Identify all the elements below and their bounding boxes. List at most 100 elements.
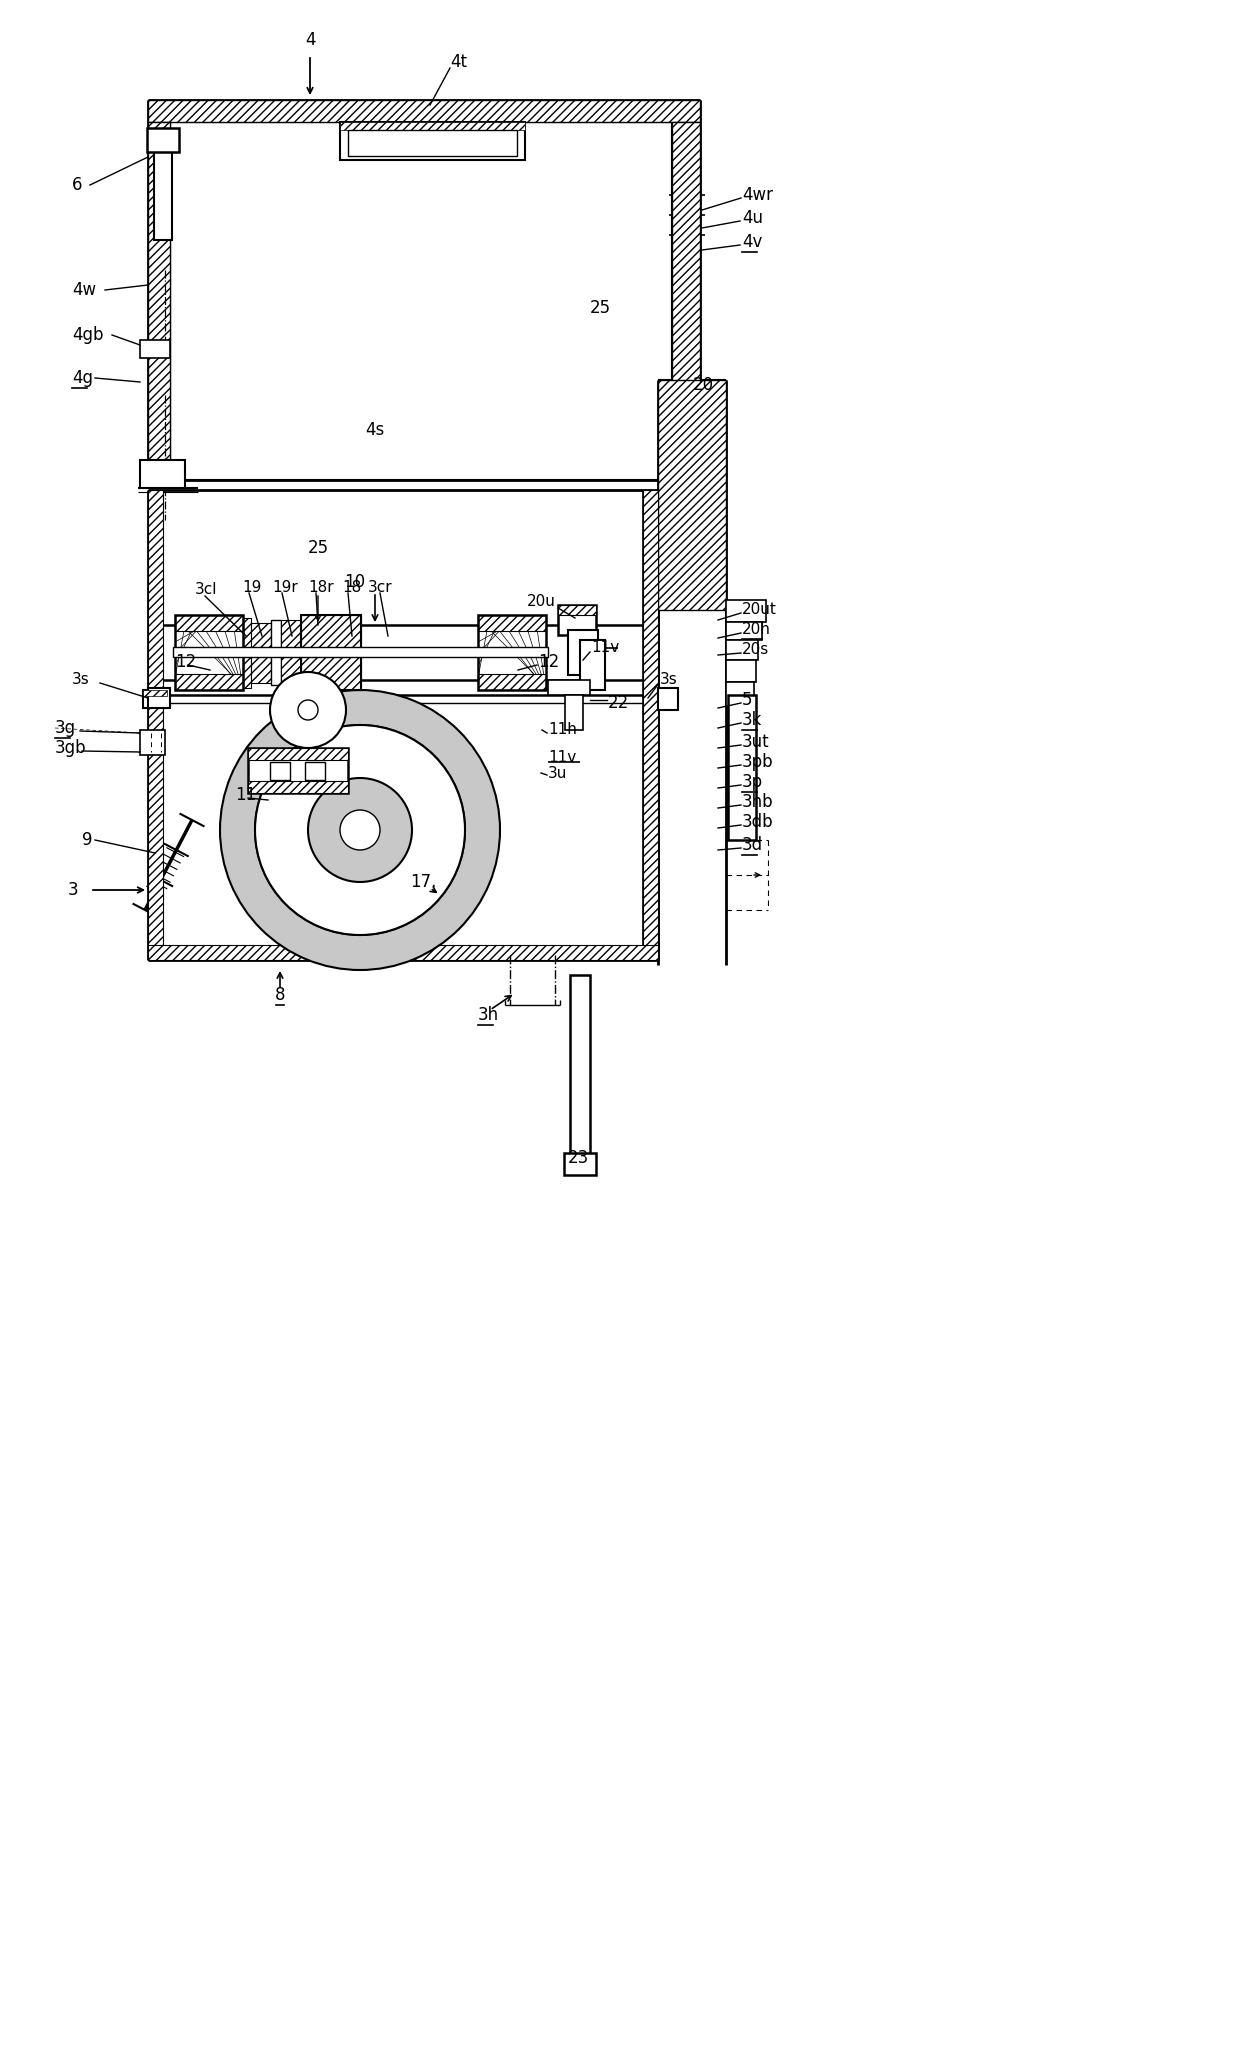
Bar (568, 629, 598, 674)
Bar (348, 129, 517, 156)
Bar (248, 748, 348, 793)
Text: 22: 22 (608, 695, 629, 711)
Text: 4u: 4u (742, 209, 763, 228)
Bar (725, 660, 756, 683)
Bar (570, 976, 590, 1154)
Bar (143, 691, 167, 707)
Bar (248, 781, 348, 793)
Text: 3u: 3u (548, 765, 568, 781)
Text: 11v: 11v (548, 750, 577, 765)
Text: 11h: 11h (548, 722, 577, 738)
Bar (301, 615, 361, 691)
Bar (548, 681, 590, 695)
Text: 4: 4 (305, 31, 315, 49)
Bar (140, 459, 185, 488)
Text: 5: 5 (742, 691, 753, 709)
Text: 12: 12 (175, 654, 196, 670)
Bar (565, 695, 583, 730)
Circle shape (308, 779, 412, 882)
Bar (658, 379, 725, 611)
Bar (725, 621, 763, 640)
Bar (281, 619, 303, 685)
Text: 4g: 4g (72, 369, 93, 387)
Bar (305, 763, 325, 779)
Bar (477, 674, 546, 691)
Text: 20ut: 20ut (742, 603, 777, 617)
Bar (658, 689, 678, 709)
Bar (564, 1152, 596, 1175)
Text: 3g: 3g (55, 720, 76, 738)
Bar (725, 601, 766, 621)
Text: 4gb: 4gb (72, 326, 103, 344)
Bar (148, 945, 658, 959)
Bar (148, 127, 179, 152)
Circle shape (298, 699, 317, 720)
Bar (340, 123, 525, 129)
Bar (270, 763, 290, 779)
Bar (340, 123, 525, 160)
Bar (728, 695, 756, 840)
Text: 20u: 20u (527, 594, 556, 609)
Text: 3p: 3p (742, 773, 763, 791)
Bar (174, 648, 548, 656)
Text: 10: 10 (345, 574, 366, 590)
Bar (148, 100, 701, 123)
Text: 18: 18 (342, 580, 361, 594)
Bar (312, 617, 321, 689)
Bar (248, 748, 348, 761)
Text: 4t: 4t (450, 53, 467, 72)
Text: 3h: 3h (477, 1007, 500, 1025)
Bar (725, 683, 754, 707)
Text: 25: 25 (308, 539, 329, 558)
Text: 20s: 20s (742, 642, 769, 658)
Text: 4w: 4w (72, 281, 97, 299)
Bar (243, 617, 250, 689)
Bar (725, 640, 758, 660)
Bar (303, 619, 312, 685)
Text: 4s: 4s (366, 420, 384, 439)
Text: 3db: 3db (742, 814, 774, 830)
Text: 17.: 17. (410, 873, 436, 892)
Bar (301, 615, 361, 691)
Bar (272, 619, 281, 685)
Bar (477, 615, 546, 631)
Text: 3hb: 3hb (742, 793, 774, 812)
Text: 3pb: 3pb (742, 752, 774, 771)
Bar (140, 340, 170, 359)
Bar (175, 674, 243, 691)
Bar (154, 152, 172, 240)
Circle shape (270, 672, 346, 748)
Text: 3d: 3d (742, 836, 763, 855)
Circle shape (255, 726, 465, 935)
Bar (175, 615, 243, 631)
Text: 23: 23 (568, 1148, 589, 1166)
Bar (580, 640, 605, 691)
Text: 3gb: 3gb (55, 738, 87, 756)
Text: 8: 8 (275, 986, 285, 1004)
Text: 25: 25 (590, 299, 611, 318)
Text: 3s: 3s (660, 672, 678, 687)
Text: 12: 12 (538, 654, 559, 670)
Bar (148, 490, 162, 959)
Text: 3ut: 3ut (742, 734, 770, 750)
Text: 18r: 18r (308, 580, 334, 594)
Text: 19: 19 (242, 580, 262, 594)
Text: 3cl: 3cl (195, 582, 217, 597)
Text: 20: 20 (693, 375, 714, 394)
Text: 3s: 3s (72, 672, 89, 687)
Circle shape (340, 810, 379, 851)
Bar (558, 605, 596, 636)
Text: 19r: 19r (272, 580, 298, 594)
Bar (170, 123, 672, 480)
Wedge shape (219, 691, 500, 970)
Bar (148, 123, 170, 480)
Text: 3: 3 (68, 882, 78, 900)
Text: 11: 11 (236, 785, 257, 804)
Text: 20h: 20h (742, 623, 771, 638)
Bar (477, 615, 546, 691)
Bar (148, 689, 170, 707)
Bar (644, 490, 658, 959)
Text: 6: 6 (72, 176, 83, 195)
Text: 3cr: 3cr (368, 580, 393, 594)
Text: 4wr: 4wr (742, 187, 773, 205)
